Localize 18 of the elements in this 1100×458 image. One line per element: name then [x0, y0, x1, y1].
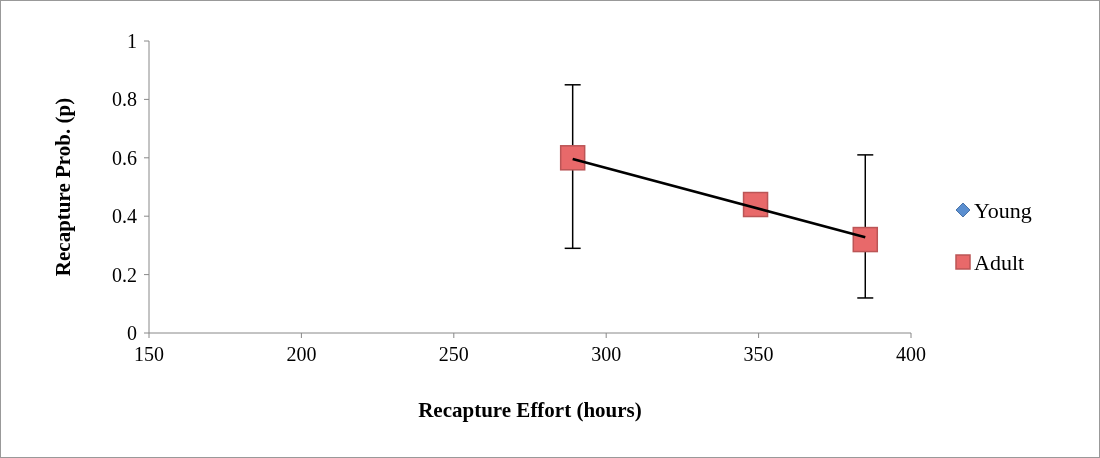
x-tick-label: 200 [286, 343, 317, 365]
y-tick-label: 0.4 [112, 205, 137, 228]
x-tick-label: 400 [896, 343, 926, 365]
y-tick-label: 0.8 [112, 88, 137, 111]
y-tick-label: 0.2 [112, 263, 137, 286]
x-tick-label: 300 [591, 343, 622, 365]
y-axis-title: Recapture Prob. (p) [51, 97, 75, 277]
x-tick-label: 250 [438, 343, 469, 365]
y-tick-label: 0 [127, 322, 137, 344]
x-tick-label: 150 [134, 343, 164, 365]
x-axis-title: Recapture Effort (hours) [418, 398, 642, 422]
legend-label: Young [974, 197, 1032, 223]
y-tick-label: 1 [127, 30, 137, 52]
point [559, 145, 586, 171]
point [852, 226, 879, 253]
x-tick-label: 350 [743, 343, 774, 365]
y-tick-label: 0.6 [112, 146, 137, 169]
legend-label: Adult [974, 249, 1025, 275]
